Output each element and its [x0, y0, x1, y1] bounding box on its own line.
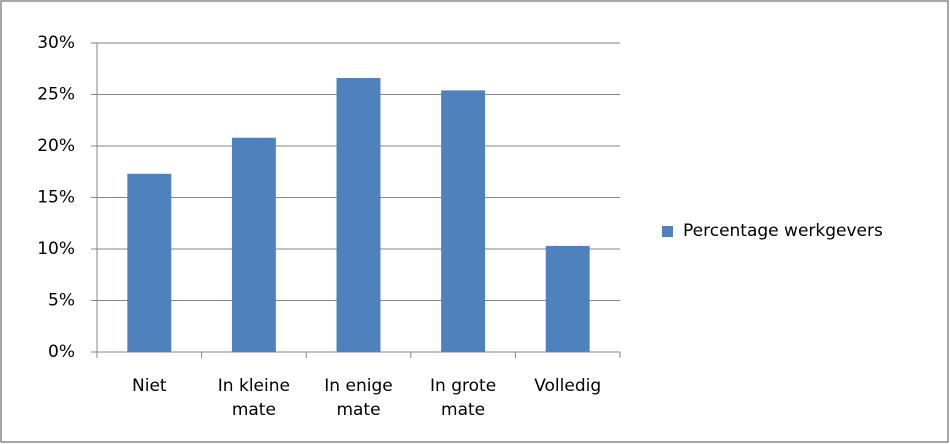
bar [336, 78, 381, 353]
legend-label: Percentage werkgevers [683, 221, 883, 241]
bar [545, 245, 590, 352]
bar [127, 173, 172, 352]
bar [231, 137, 276, 352]
y-tick-label: 5% [48, 291, 75, 311]
bar [441, 90, 486, 352]
x-tick-label: Volledig [534, 376, 602, 396]
x-tick-label: In grote mate [430, 376, 497, 420]
y-tick-label: 0% [48, 342, 75, 362]
legend-swatch [662, 226, 673, 237]
x-tick-label: Niet [132, 376, 167, 396]
y-tick-label: 25% [37, 85, 75, 105]
x-tick-label: In kleine mate [217, 376, 290, 420]
y-tick-label: 20% [37, 136, 75, 156]
y-tick-label: 15% [37, 188, 75, 208]
y-tick-label: 10% [37, 239, 75, 259]
x-tick-label: In enige mate [324, 376, 393, 420]
y-tick-label: 30% [37, 33, 75, 53]
